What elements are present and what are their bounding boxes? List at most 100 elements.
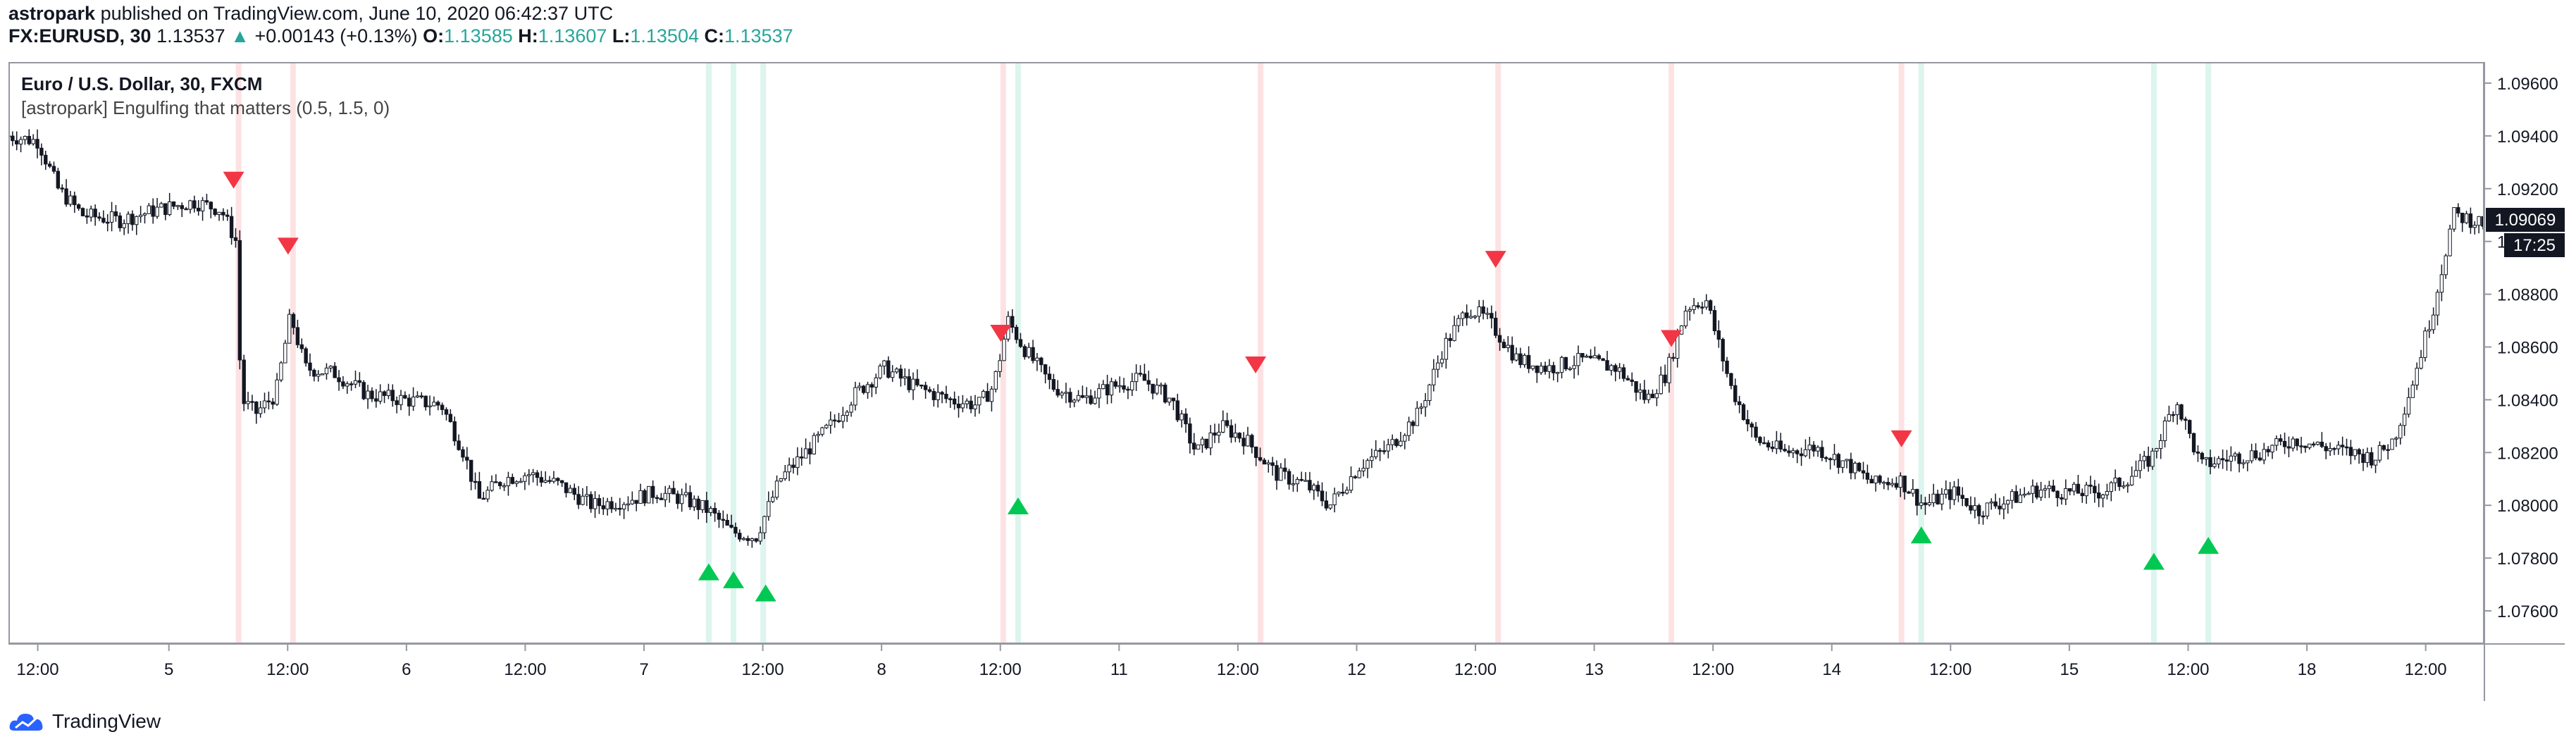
bull-signal-band: [760, 62, 767, 643]
bull-candle: [328, 366, 333, 368]
bull-candle: [2402, 414, 2407, 426]
bear-candle: [1733, 385, 1738, 402]
bear-candle: [1018, 339, 1023, 347]
bear-candle: [44, 154, 48, 165]
bull-candle: [1399, 440, 1403, 446]
bear-candle: [576, 494, 581, 505]
price-tick-label: 1.07800: [2497, 550, 2558, 569]
bear-candle: [1750, 423, 1754, 428]
bull-candle: [1233, 433, 1238, 438]
bull-candle: [1576, 353, 1580, 366]
bear-candle: [754, 538, 758, 542]
bull-candle: [287, 314, 292, 344]
last-price: 1.13537: [156, 25, 225, 46]
bull-candle: [965, 400, 969, 404]
bear-candle: [2258, 457, 2262, 461]
bear-candle: [1126, 388, 1130, 391]
bear-candle: [2184, 418, 2188, 421]
bull-candle: [1130, 381, 1134, 391]
bull-candle: [2439, 274, 2444, 293]
author-name[interactable]: astropark: [8, 3, 96, 24]
bear-candle: [266, 400, 271, 403]
bear-candle: [915, 378, 919, 385]
bear-candle: [717, 512, 722, 520]
bear-candle: [510, 477, 514, 484]
bear-candle: [1894, 483, 1899, 488]
bear-candle: [1552, 365, 1556, 373]
price-chart[interactable]: 1.07600 1.07800 1.08000 1.08200 1.08400 1.086…: [6, 62, 2565, 701]
bull-candle: [1291, 483, 1296, 485]
bear-candle: [1716, 330, 1721, 340]
bear-candle: [15, 140, 19, 144]
bear-candle: [1915, 489, 1919, 506]
bear-candle: [1758, 437, 1762, 443]
time-tick-label: 7: [639, 660, 648, 679]
bear-candle: [643, 490, 647, 504]
bull-candle: [605, 501, 609, 509]
bull-candle: [568, 488, 573, 493]
bull-candle: [2472, 225, 2477, 228]
bull-candle: [783, 471, 787, 479]
bull-candle: [527, 474, 531, 476]
bear-candle: [1039, 357, 1044, 366]
series-title[interactable]: Euro / U.S. Dollar, 30, FXCM: [21, 73, 263, 94]
bear-candle: [1089, 395, 1093, 404]
bull-candle: [853, 387, 857, 406]
bull-candle: [316, 373, 321, 377]
tradingview-logo[interactable]: TradingView: [8, 707, 161, 736]
bear-candle: [1729, 373, 1733, 386]
bull-candle: [1940, 493, 1944, 504]
bull-candle: [147, 205, 151, 214]
bear-candle: [11, 135, 15, 142]
bear-candle: [1270, 462, 1275, 466]
bear-candle: [1865, 472, 1870, 480]
bull-candle: [1217, 431, 1221, 436]
bull-candle: [2452, 207, 2456, 230]
time-tick-label: 13: [1585, 660, 1604, 679]
bear-candle: [1122, 385, 1126, 390]
bull-candle: [1539, 366, 1543, 373]
bull-candle: [585, 494, 589, 497]
bear-candle: [1642, 390, 1647, 400]
bull-signal-band: [731, 62, 737, 643]
bull-candle: [1832, 454, 1837, 461]
bull-candle: [936, 392, 940, 400]
bear-candle: [271, 401, 275, 405]
bear-candle: [547, 480, 552, 482]
bear-candle: [1907, 491, 1911, 494]
bull-candle: [320, 373, 325, 376]
bear-candle: [1192, 442, 1196, 450]
bear-candle: [337, 377, 341, 383]
chart-container[interactable]: 1.07600 1.07800 1.08000 1.08200 1.08400 1.086…: [6, 62, 2565, 701]
bear-candle: [2200, 452, 2205, 460]
bear-candle: [494, 481, 498, 483]
bear-candle: [2456, 207, 2460, 213]
bull-candle: [1444, 337, 1449, 360]
bull-candle: [1840, 460, 1845, 468]
bear-candle: [1464, 312, 1469, 318]
bear-candle: [948, 398, 953, 400]
bear-candle: [940, 392, 944, 395]
bear-candle: [1923, 502, 1928, 505]
bear-candle: [1080, 395, 1085, 398]
bull-signal-triangle: [755, 584, 776, 602]
bear-candle: [1510, 345, 1514, 361]
bear-candle: [469, 459, 473, 482]
bull-candle: [1704, 300, 1709, 308]
bear-candle: [2382, 445, 2386, 450]
bull-candle: [1328, 504, 1332, 509]
bear-candle: [1783, 449, 1787, 452]
bear-candle: [1762, 442, 1766, 445]
bull-candle: [1432, 368, 1436, 385]
bull-candle: [1452, 325, 1456, 341]
indicator-title[interactable]: [astropark] Engulfing that matters (0.5,…: [21, 97, 390, 118]
bull-candle: [1523, 354, 1527, 366]
bull-signal-band: [705, 62, 712, 643]
bear-candle: [1142, 373, 1147, 381]
bull-candle: [667, 488, 671, 494]
bear-candle: [395, 400, 399, 405]
high-value: 1.13607: [538, 25, 607, 46]
bull-candle: [2353, 449, 2357, 457]
bear-candle: [1886, 482, 1890, 485]
bear-candle: [1998, 505, 2002, 509]
